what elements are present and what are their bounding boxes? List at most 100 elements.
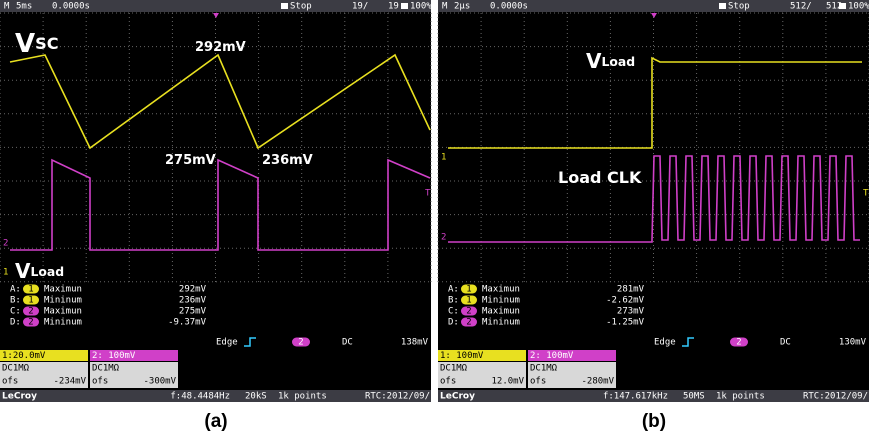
footer-brand: LeCroy xyxy=(440,392,475,402)
status-zoom: 100% xyxy=(410,2,432,12)
meas-value: 275mV xyxy=(179,307,207,317)
label-main: 292mV xyxy=(195,40,246,55)
meas-slot: D: xyxy=(10,318,21,328)
waveform-label: 275mV xyxy=(165,153,216,168)
channel-scale: 1: 100mV xyxy=(440,351,484,361)
zoom-icon xyxy=(401,3,408,9)
meas-name: Mininum xyxy=(482,296,520,306)
meas-value: 281mV xyxy=(617,285,645,295)
status-count: 19/ xyxy=(352,2,368,12)
trigger-channel: 2 xyxy=(298,338,303,348)
channel-input: DC1MΩ xyxy=(440,364,468,374)
channel-marker: T xyxy=(425,189,431,199)
stop-icon xyxy=(281,3,288,9)
waveform-label: 236mV xyxy=(262,153,313,168)
meas-value: -2.62mV xyxy=(606,296,645,306)
label-main: V xyxy=(15,29,35,59)
label-sub: Load xyxy=(30,264,64,279)
channel-ofs: ofs xyxy=(530,377,546,387)
status-total: 512 xyxy=(826,2,842,12)
meas-name: Maximun xyxy=(44,285,82,295)
trigger-type: Edge xyxy=(216,338,238,348)
status-count: 512/ xyxy=(790,2,812,12)
status-zoom: 100% xyxy=(848,2,869,12)
label-main: Load CLK xyxy=(558,168,642,187)
trigger-coupling: DC xyxy=(780,338,791,348)
channel-offset: -300mV xyxy=(143,377,176,387)
channel-marker: T xyxy=(863,189,869,199)
status-timebase: 5ms xyxy=(16,2,32,12)
label-main: V xyxy=(15,259,31,283)
channel-marker: 2 xyxy=(441,233,446,243)
trigger-level: 130mV xyxy=(839,338,867,348)
status-delay: 0.0000s xyxy=(52,2,90,12)
meas-slot: B: xyxy=(10,296,21,306)
channel-offset: -234mV xyxy=(53,377,86,387)
meas-channel: 2 xyxy=(466,318,471,328)
footer-rate: 50MS xyxy=(683,392,705,402)
trigger-channel: 2 xyxy=(736,338,741,348)
waveform-label: 292mV xyxy=(195,40,246,55)
meas-slot: B: xyxy=(448,296,459,306)
channel-ofs: ofs xyxy=(440,377,456,387)
caption: (a) xyxy=(204,411,227,432)
label-main: 275mV xyxy=(165,153,216,168)
meas-slot: D: xyxy=(448,318,459,328)
channel-input: DC1MΩ xyxy=(530,364,558,374)
status-timebase: 2µs xyxy=(454,2,470,12)
caption: (b) xyxy=(642,411,666,432)
meas-name: Maximun xyxy=(44,307,82,317)
footer-points: 1k points xyxy=(716,392,765,402)
label-main: V xyxy=(586,49,602,73)
channel-marker: 2 xyxy=(3,239,8,249)
footer-rtc: RTC:2012/09/ xyxy=(365,392,430,402)
status-state: Stop xyxy=(290,2,312,12)
meas-value: 273mV xyxy=(617,307,645,317)
meas-slot: A: xyxy=(10,285,21,295)
meas-channel: 1 xyxy=(28,285,33,295)
status-mode: M xyxy=(4,2,10,12)
meas-slot: C: xyxy=(10,307,21,317)
status-delay: 0.0000s xyxy=(490,2,528,12)
meas-value: -1.25mV xyxy=(606,318,645,328)
meas-channel: 1 xyxy=(466,285,471,295)
trigger-level: 138mV xyxy=(401,338,429,348)
channel-input: DC1MΩ xyxy=(92,364,120,374)
channel-scale: 2: 100mV xyxy=(530,351,574,361)
channel-input: DC1MΩ xyxy=(2,364,30,374)
channel-scale: 2: 100mV xyxy=(92,351,136,361)
meas-channel: 1 xyxy=(466,296,471,306)
channel-ofs: ofs xyxy=(92,377,108,387)
status-mode: M xyxy=(442,2,448,12)
meas-slot: A: xyxy=(448,285,459,295)
meas-name: Maximun xyxy=(482,285,520,295)
meas-channel: 1 xyxy=(28,296,33,306)
footer-points: 1k points xyxy=(278,392,327,402)
meas-channel: 2 xyxy=(466,307,471,317)
footer-freq: f:147.617kHz xyxy=(603,392,668,402)
meas-name: Mininum xyxy=(482,318,520,328)
label-sub: SC xyxy=(35,34,58,53)
status-total: 19 xyxy=(388,2,399,12)
meas-channel: 2 xyxy=(28,307,33,317)
label-sub: Load xyxy=(601,54,635,69)
footer-freq: f:48.4484Hz xyxy=(170,392,230,402)
waveform-label: Load CLK xyxy=(558,168,642,187)
meas-channel: 2 xyxy=(28,318,33,328)
footer-brand: LeCroy xyxy=(2,392,37,402)
footer-rate: 20kS xyxy=(245,392,267,402)
scope-screen: M 2µs 0.0000s Stop 512/512 100% VLoad Load CLK 1… xyxy=(438,0,869,432)
meas-name: Mininum xyxy=(44,296,82,306)
channel-offset: 12.0mV xyxy=(491,377,524,387)
meas-slot: C: xyxy=(448,307,459,317)
label-main: 236mV xyxy=(262,153,313,168)
status-state: Stop xyxy=(728,2,750,12)
meas-value: 292mV xyxy=(179,285,207,295)
stop-icon xyxy=(719,3,726,9)
trigger-type: Edge xyxy=(654,338,676,348)
channel-ofs: ofs xyxy=(2,377,18,387)
channel-scale: 1:20.0mV xyxy=(2,351,46,361)
meas-value: -9.37mV xyxy=(168,318,207,328)
meas-name: Mininum xyxy=(44,318,82,328)
